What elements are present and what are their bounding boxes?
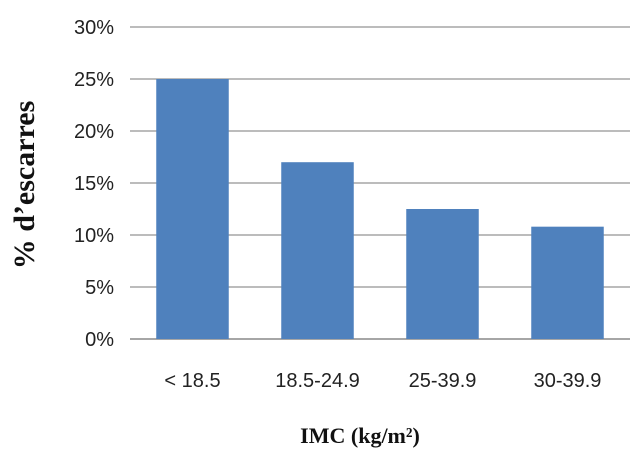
x-tick-label: 25-39.9 (409, 370, 477, 392)
bars (156, 79, 604, 339)
bar (531, 226, 604, 339)
y-tick-label: 5% (85, 277, 114, 299)
x-tick-label: 30-39.9 (534, 370, 602, 392)
y-tick-label: 30% (74, 17, 114, 39)
y-tick-label: 10% (74, 225, 114, 247)
x-tick-label: 18.5-24.9 (275, 370, 360, 392)
x-axis-ticks: < 18.5 18.5-24.9 25-39.9 30-39.9 (164, 370, 601, 392)
y-axis-title: % d’escarres (8, 101, 41, 270)
bar (156, 79, 229, 339)
y-tick-label: 15% (74, 173, 114, 195)
y-axis-ticks: 0% 5% 10% 15% 20% 25% 30% (74, 17, 114, 351)
x-tick-label: < 18.5 (164, 370, 220, 392)
y-tick-label: 0% (85, 329, 114, 351)
bar (281, 162, 354, 339)
y-tick-label: 20% (74, 121, 114, 143)
bar (406, 209, 479, 339)
x-axis-title: IMC (kg/m²) (300, 423, 420, 448)
y-tick-label: 25% (74, 69, 114, 91)
